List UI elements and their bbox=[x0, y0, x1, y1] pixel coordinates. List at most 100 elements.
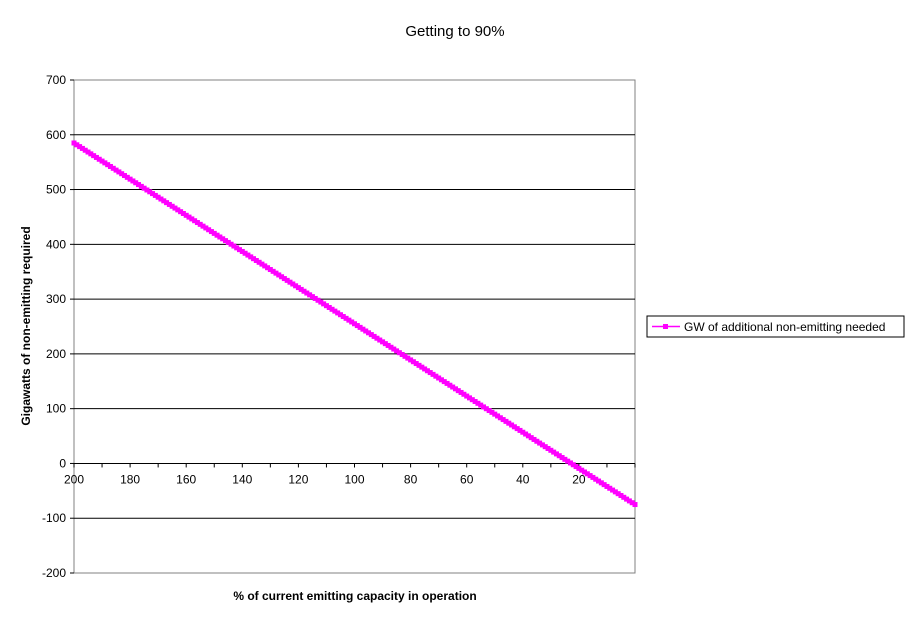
y-tick-label: 300 bbox=[46, 292, 66, 306]
series-point bbox=[419, 364, 425, 370]
y-tick-label: 100 bbox=[46, 402, 66, 416]
series-point bbox=[180, 210, 186, 216]
series-point bbox=[632, 502, 638, 508]
series-point bbox=[340, 314, 346, 320]
series-point bbox=[396, 350, 402, 356]
y-tick-label: 700 bbox=[46, 73, 66, 87]
series-point bbox=[183, 212, 189, 218]
y-tick-label: 200 bbox=[46, 347, 66, 361]
series-point bbox=[304, 290, 310, 296]
series-point bbox=[576, 465, 582, 471]
series-point bbox=[206, 227, 212, 233]
series-point bbox=[96, 156, 102, 162]
series-point bbox=[175, 207, 181, 213]
series-point bbox=[441, 379, 447, 385]
series-point bbox=[192, 218, 198, 224]
series-point bbox=[506, 420, 512, 426]
series-point bbox=[287, 279, 293, 285]
x-tick-label: 80 bbox=[404, 472, 418, 486]
series-point bbox=[152, 192, 158, 198]
series-point bbox=[136, 182, 142, 188]
series-point bbox=[124, 174, 130, 180]
series-point bbox=[284, 277, 290, 283]
series-point bbox=[251, 256, 257, 262]
series-point bbox=[486, 408, 492, 414]
series-point bbox=[349, 319, 355, 325]
x-tick-label: 160 bbox=[176, 472, 196, 486]
series-point bbox=[357, 324, 363, 330]
series-point bbox=[427, 370, 433, 376]
series-point bbox=[509, 422, 515, 428]
series-point bbox=[545, 445, 551, 451]
series-point bbox=[337, 312, 343, 318]
series-point bbox=[598, 480, 604, 486]
series-point bbox=[248, 254, 254, 260]
series-point bbox=[318, 299, 324, 305]
series-point bbox=[514, 426, 520, 432]
series-point bbox=[366, 330, 372, 336]
series-point bbox=[534, 438, 540, 444]
series-point bbox=[270, 268, 276, 274]
series-point bbox=[326, 304, 332, 310]
series-point bbox=[113, 167, 119, 173]
y-tick-label: -100 bbox=[42, 511, 66, 525]
series-point bbox=[307, 292, 313, 298]
series-point bbox=[559, 455, 565, 461]
series-point bbox=[323, 303, 329, 309]
series-point bbox=[556, 453, 562, 459]
plot-area bbox=[73, 79, 636, 574]
series-point bbox=[259, 261, 265, 267]
series-point bbox=[116, 169, 122, 175]
series-point bbox=[194, 220, 200, 226]
series-point bbox=[228, 241, 234, 247]
legend: GW of additional non-emitting needed bbox=[646, 315, 905, 338]
series-point bbox=[141, 185, 147, 191]
series-point bbox=[612, 489, 618, 495]
series-point bbox=[262, 263, 268, 269]
series-point bbox=[242, 250, 248, 256]
series-point bbox=[511, 424, 517, 430]
series-point bbox=[503, 418, 509, 424]
x-tick-label: 180 bbox=[120, 472, 140, 486]
series-point bbox=[360, 326, 366, 332]
chart-title: Getting to 90% bbox=[405, 23, 504, 40]
series-point bbox=[618, 492, 624, 498]
series-point bbox=[225, 239, 231, 245]
series-point bbox=[436, 375, 442, 381]
series-point bbox=[178, 209, 184, 215]
series-point bbox=[626, 498, 632, 504]
series-point bbox=[253, 257, 259, 263]
x-tick-label: 20 bbox=[572, 472, 586, 486]
series-point bbox=[467, 395, 473, 401]
series-point bbox=[475, 400, 481, 406]
series-point bbox=[573, 464, 579, 470]
series-point bbox=[402, 353, 408, 359]
series-point bbox=[452, 386, 458, 392]
series-point bbox=[601, 482, 607, 488]
series-point bbox=[394, 348, 400, 354]
series-point bbox=[197, 221, 203, 227]
series-point bbox=[553, 451, 559, 457]
series-point bbox=[478, 402, 484, 408]
series-point bbox=[368, 332, 374, 338]
series-point bbox=[424, 368, 430, 374]
series-point bbox=[450, 384, 456, 390]
series-point bbox=[329, 306, 335, 312]
series-point bbox=[332, 308, 338, 314]
series-point bbox=[211, 230, 217, 236]
series-point bbox=[430, 371, 436, 377]
series-point bbox=[71, 140, 77, 146]
series-point bbox=[214, 232, 220, 238]
x-tick-label: 200 bbox=[64, 472, 84, 486]
series-point bbox=[279, 274, 285, 280]
y-tick-label: 600 bbox=[46, 128, 66, 142]
series-point bbox=[472, 398, 478, 404]
series-point bbox=[497, 415, 503, 421]
series-point bbox=[245, 252, 251, 258]
series-point bbox=[416, 362, 422, 368]
series-point bbox=[85, 149, 91, 155]
series-point bbox=[483, 406, 489, 412]
series-point bbox=[107, 163, 113, 169]
series-point bbox=[312, 295, 318, 301]
series-point bbox=[352, 321, 357, 327]
